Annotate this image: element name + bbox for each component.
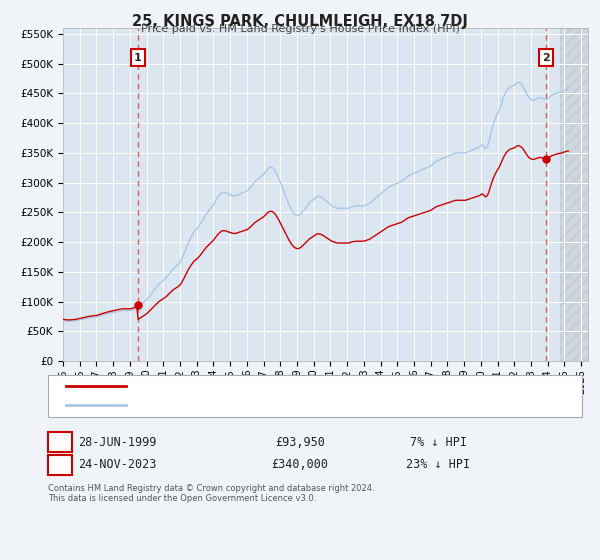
Text: This data is licensed under the Open Government Licence v3.0.: This data is licensed under the Open Gov… [48, 494, 316, 503]
Text: 25, KINGS PARK, CHULMLEIGH, EX18 7DJ (detached house): 25, KINGS PARK, CHULMLEIGH, EX18 7DJ (de… [135, 381, 441, 391]
Text: 23% ↓ HPI: 23% ↓ HPI [406, 458, 470, 472]
Bar [560, 28, 588, 361]
Text: £340,000: £340,000 [271, 458, 329, 472]
Text: 7% ↓ HPI: 7% ↓ HPI [409, 436, 467, 449]
Text: 1: 1 [56, 436, 64, 449]
Text: 25, KINGS PARK, CHULMLEIGH, EX18 7DJ: 25, KINGS PARK, CHULMLEIGH, EX18 7DJ [132, 14, 468, 29]
Text: 2: 2 [542, 53, 550, 63]
Text: Contains HM Land Registry data © Crown copyright and database right 2024.: Contains HM Land Registry data © Crown c… [48, 484, 374, 493]
Text: £93,950: £93,950 [275, 436, 325, 449]
Text: 28-JUN-1999: 28-JUN-1999 [78, 436, 156, 449]
Text: HPI: Average price, detached house, North Devon: HPI: Average price, detached house, Nort… [135, 400, 394, 410]
Text: Price paid vs. HM Land Registry's House Price Index (HPI): Price paid vs. HM Land Registry's House … [140, 24, 460, 34]
Text: 1: 1 [134, 53, 142, 63]
Text: 2: 2 [56, 458, 64, 472]
Text: 24-NOV-2023: 24-NOV-2023 [78, 458, 156, 472]
